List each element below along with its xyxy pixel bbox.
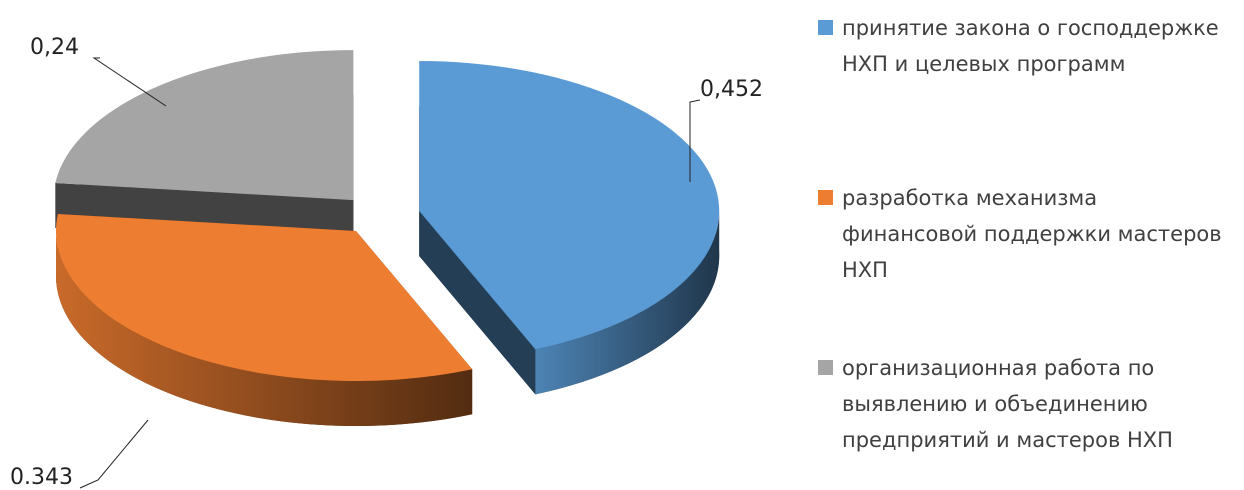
- legend-entry: разработка механизма финансовой поддержк…: [818, 180, 1238, 288]
- legend-swatch: [818, 20, 833, 35]
- leader-line: [689, 99, 701, 182]
- data-label: 0,452: [700, 77, 763, 102]
- slice: [55, 50, 354, 201]
- leader-line: [79, 419, 149, 489]
- slice: [419, 61, 720, 350]
- legend-swatch: [818, 190, 833, 205]
- slice: [56, 213, 473, 382]
- legend-entry: принятие закона о господдержке НХП и цел…: [818, 10, 1238, 82]
- legend-label: разработка механизма финансовой поддержк…: [842, 186, 1222, 282]
- data-label: 0.343: [10, 465, 73, 490]
- slice-side: [535, 211, 720, 395]
- legend-label: организационная работа по выявлению и об…: [842, 356, 1173, 452]
- data-label: 0,24: [30, 35, 79, 60]
- legend-entry: организационная работа по выявлению и об…: [818, 350, 1238, 458]
- slice-wall: [419, 211, 536, 395]
- leader-line: [92, 57, 167, 107]
- legend-swatch: [818, 360, 833, 375]
- slice-side: [56, 231, 473, 427]
- pie-area: 0,452 0.343 0,24: [10, 35, 763, 490]
- legend-label: принятие закона о господдержке НХП и цел…: [842, 16, 1219, 76]
